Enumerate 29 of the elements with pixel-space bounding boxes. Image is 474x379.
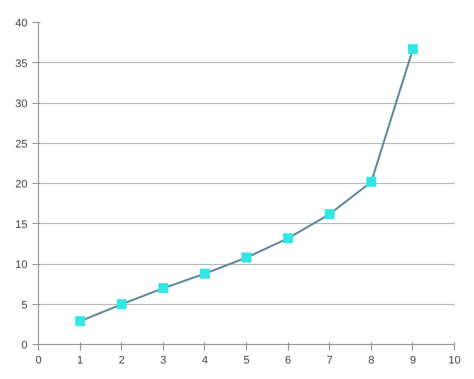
x-tick-label: 0	[35, 354, 42, 366]
x-tick-label: 3	[160, 354, 166, 366]
y-tick-label: 5	[21, 299, 28, 312]
x-tick-label: 7	[326, 354, 333, 366]
point	[324, 209, 335, 220]
x-tick-label: 6	[285, 354, 292, 366]
y-tick-label: 20	[15, 178, 28, 190]
point	[283, 233, 294, 244]
y-tick-label: 40	[15, 18, 28, 30]
point	[75, 316, 86, 326]
x-tick-label: 8	[368, 354, 374, 366]
x-tick-label: 5	[243, 354, 250, 366]
y-tick-label: 25	[15, 138, 28, 150]
x-tick-label: 4	[202, 354, 208, 366]
point	[242, 252, 252, 263]
point	[408, 44, 418, 54]
point	[116, 299, 127, 310]
point	[158, 283, 168, 294]
y-tick-label: 30	[15, 98, 28, 110]
x-tick-label: 10	[448, 354, 461, 366]
y-tick-label: 10	[15, 259, 28, 271]
y-tick-label: 15	[15, 218, 28, 231]
x-tick-label: 2	[118, 354, 125, 366]
point	[366, 176, 376, 187]
y-tick-label: 35	[15, 58, 28, 70]
x-tick-label: 1	[77, 354, 84, 366]
point	[200, 268, 210, 279]
x-tick-label: 9	[410, 354, 416, 366]
y-tick-label: 0	[21, 340, 28, 352]
